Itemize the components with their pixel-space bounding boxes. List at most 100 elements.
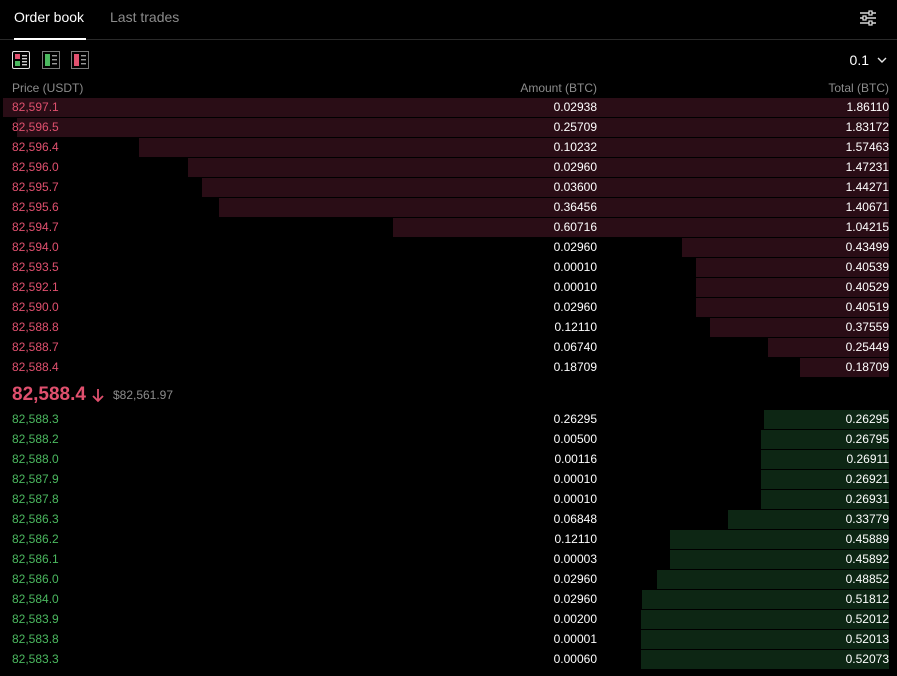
ask-row[interactable]: 82,588.4 0.18709 0.18709 xyxy=(0,358,897,377)
ask-depth-bar xyxy=(682,238,889,257)
ask-price: 82,596.4 xyxy=(12,140,59,154)
ask-total: 0.43499 xyxy=(845,240,889,254)
ask-row[interactable]: 82,594.7 0.60716 1.04215 xyxy=(0,218,897,237)
ask-price: 82,594.0 xyxy=(12,240,59,254)
bid-row[interactable]: 82,584.0 0.02960 0.51812 xyxy=(0,590,897,609)
bid-row[interactable]: 82,588.0 0.00116 0.26911 xyxy=(0,450,897,469)
bid-total: 0.45889 xyxy=(845,532,889,546)
ask-price: 82,588.8 xyxy=(12,320,59,334)
ask-price: 82,588.4 xyxy=(12,360,59,374)
bid-depth-bar xyxy=(761,430,889,449)
bid-depth-bar xyxy=(657,570,889,589)
bid-row[interactable]: 82,586.2 0.12110 0.45889 xyxy=(0,530,897,549)
bid-price: 82,583.8 xyxy=(12,632,59,646)
bid-row[interactable]: 82,588.2 0.00500 0.26795 xyxy=(0,430,897,449)
bid-total: 0.52013 xyxy=(845,632,889,646)
bid-price: 82,583.9 xyxy=(12,612,59,626)
ask-row[interactable]: 82,595.7 0.03600 1.44271 xyxy=(0,178,897,197)
ask-price: 82,594.7 xyxy=(12,220,59,234)
ask-price: 82,588.7 xyxy=(12,340,59,354)
bid-price: 82,586.1 xyxy=(12,552,59,566)
bid-amount: 0.00060 xyxy=(553,652,597,666)
ask-price: 82,593.5 xyxy=(12,260,59,274)
ask-total: 1.86110 xyxy=(846,100,890,114)
ask-price: 82,596.5 xyxy=(12,120,59,134)
ask-row[interactable]: 82,592.1 0.00010 0.40529 xyxy=(0,278,897,297)
ask-row[interactable]: 82,588.8 0.12110 0.37559 xyxy=(0,318,897,337)
bid-row[interactable]: 82,583.8 0.00001 0.52013 xyxy=(0,630,897,649)
bid-amount: 0.00500 xyxy=(553,432,597,446)
ask-price: 82,596.0 xyxy=(12,160,59,174)
bid-depth-bar xyxy=(670,530,889,549)
tab-last-trades[interactable]: Last trades xyxy=(110,9,180,25)
sliders-icon[interactable] xyxy=(859,9,877,27)
ask-amount: 0.60716 xyxy=(553,220,597,234)
both-sides-icon xyxy=(15,54,27,66)
ask-amount: 0.02938 xyxy=(553,100,597,114)
ask-row[interactable]: 82,596.5 0.25709 1.83172 xyxy=(0,118,897,137)
bid-total: 0.26911 xyxy=(846,452,890,466)
ask-total: 0.40539 xyxy=(845,260,889,274)
precision-select[interactable]: 0.1 xyxy=(850,51,887,69)
bid-price: 82,588.2 xyxy=(12,432,59,446)
bid-total: 0.26295 xyxy=(845,412,889,426)
last-price[interactable]: 82,588.4 $82,561.97 xyxy=(12,382,173,408)
bid-depth-bar xyxy=(641,650,889,669)
asks-only-icon xyxy=(71,51,89,69)
ask-amount: 0.36456 xyxy=(553,200,597,214)
ask-row[interactable]: 82,597.1 0.02938 1.86110 xyxy=(0,98,897,117)
bid-total: 0.26931 xyxy=(845,492,889,506)
view-both-sides-button[interactable] xyxy=(12,51,30,69)
ask-amount: 0.25709 xyxy=(553,120,597,134)
bid-depth-bar xyxy=(641,610,889,629)
ask-amount: 0.03600 xyxy=(553,180,597,194)
ask-row[interactable]: 82,596.0 0.02960 1.47231 xyxy=(0,158,897,177)
index-price: $82,561.97 xyxy=(112,388,174,402)
bid-row[interactable]: 82,587.8 0.00010 0.26931 xyxy=(0,490,897,509)
ask-total: 0.40519 xyxy=(845,300,889,314)
ask-total: 0.18709 xyxy=(845,360,889,374)
bid-total: 0.33779 xyxy=(845,512,889,526)
bid-price: 82,586.0 xyxy=(12,572,59,586)
ask-total: 0.37559 xyxy=(845,320,889,334)
ask-row[interactable]: 82,590.0 0.02960 0.40519 xyxy=(0,298,897,317)
bid-amount: 0.26295 xyxy=(553,412,597,426)
view-bids-only-button[interactable] xyxy=(42,51,60,69)
ask-total: 1.83172 xyxy=(845,120,889,134)
ask-row[interactable]: 82,588.7 0.06740 0.25449 xyxy=(0,338,897,357)
bid-price: 82,586.3 xyxy=(12,512,59,526)
bid-price: 82,586.2 xyxy=(12,532,59,546)
ask-amount: 0.12110 xyxy=(554,320,598,334)
ask-amount: 0.06740 xyxy=(553,340,597,354)
bid-row[interactable]: 82,583.3 0.00060 0.52073 xyxy=(0,650,897,669)
bid-row[interactable]: 82,583.9 0.00200 0.52012 xyxy=(0,610,897,629)
bid-amount: 0.12110 xyxy=(554,532,598,546)
bid-depth-bar xyxy=(642,590,889,609)
bid-total: 0.52012 xyxy=(845,612,889,626)
bid-amount: 0.06848 xyxy=(553,512,597,526)
ask-row[interactable]: 82,593.5 0.00010 0.40539 xyxy=(0,258,897,277)
ask-depth-bar xyxy=(710,318,889,337)
bid-row[interactable]: 82,586.1 0.00003 0.45892 xyxy=(0,550,897,569)
bid-row[interactable]: 82,588.3 0.26295 0.26295 xyxy=(0,410,897,429)
ask-total: 1.44271 xyxy=(845,180,889,194)
ask-amount: 0.02960 xyxy=(553,300,597,314)
bid-depth-bar xyxy=(761,490,889,509)
bid-row[interactable]: 82,586.3 0.06848 0.33779 xyxy=(0,510,897,529)
bid-total: 0.26921 xyxy=(845,472,889,486)
ask-amount: 0.02960 xyxy=(553,160,597,174)
ask-amount: 0.18709 xyxy=(553,360,597,374)
ask-total: 1.57463 xyxy=(845,140,889,154)
tab-order-book[interactable]: Order book xyxy=(14,0,86,40)
last-price-value: 82,588.4 xyxy=(12,384,86,405)
bid-amount: 0.00010 xyxy=(553,492,597,506)
view-asks-only-button[interactable] xyxy=(71,51,89,69)
bid-row[interactable]: 82,586.0 0.02960 0.48852 xyxy=(0,570,897,589)
ask-row[interactable]: 82,595.6 0.36456 1.40671 xyxy=(0,198,897,217)
bid-amount: 0.00001 xyxy=(553,632,597,646)
ask-row[interactable]: 82,596.4 0.10232 1.57463 xyxy=(0,138,897,157)
ask-depth-bar xyxy=(696,278,889,297)
ask-row[interactable]: 82,594.0 0.02960 0.43499 xyxy=(0,238,897,257)
bid-row[interactable]: 82,587.9 0.00010 0.26921 xyxy=(0,470,897,489)
